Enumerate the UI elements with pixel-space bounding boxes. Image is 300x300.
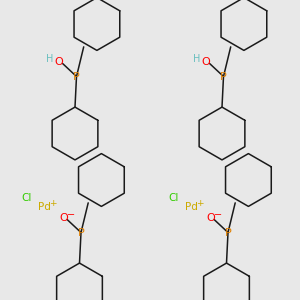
Text: P: P bbox=[78, 227, 84, 238]
Text: O: O bbox=[206, 213, 215, 223]
Text: +: + bbox=[49, 199, 56, 208]
Text: P: P bbox=[73, 71, 80, 82]
Text: −: − bbox=[67, 210, 76, 220]
Text: P: P bbox=[225, 227, 231, 238]
Text: H: H bbox=[194, 54, 201, 64]
Text: Cl: Cl bbox=[22, 193, 32, 203]
Text: O: O bbox=[202, 57, 211, 67]
Text: O: O bbox=[55, 57, 64, 67]
Text: Pd: Pd bbox=[185, 202, 197, 212]
Text: H: H bbox=[46, 54, 54, 64]
Text: Cl: Cl bbox=[169, 193, 179, 203]
Text: P: P bbox=[220, 71, 227, 82]
Text: Pd: Pd bbox=[38, 202, 50, 212]
Text: +: + bbox=[196, 199, 203, 208]
Text: O: O bbox=[59, 213, 68, 223]
Text: −: − bbox=[214, 210, 223, 220]
